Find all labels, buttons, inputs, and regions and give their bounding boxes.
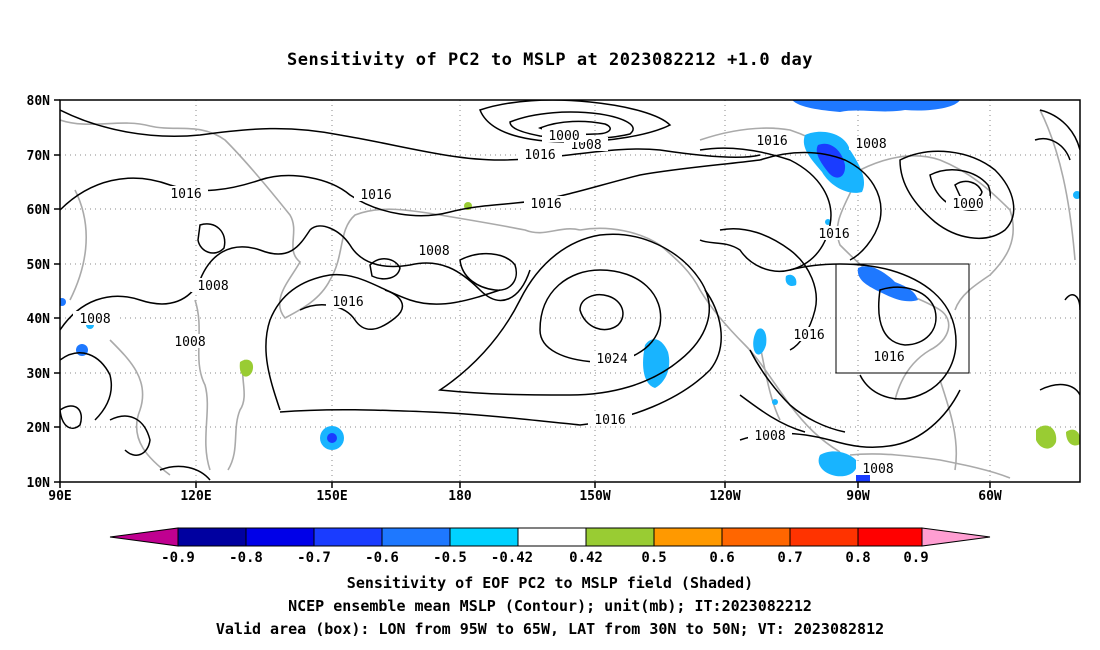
colorbar-label: 0.9 xyxy=(903,550,928,566)
colorbar-label: -0.9 xyxy=(161,550,195,566)
lat-label: 80N xyxy=(27,94,51,109)
contour-label: 1008 xyxy=(418,244,449,259)
contour-label: 1008 xyxy=(197,279,228,294)
colorbar-label: 0.6 xyxy=(709,550,734,566)
contour-label: 1016 xyxy=(170,187,201,202)
contour-label: 1016 xyxy=(530,197,561,212)
colorbar-label: -0.42 xyxy=(491,550,533,566)
lon-tick-labels: 90E 120E 150E 180 150W 120W 90W 60W xyxy=(48,489,1002,504)
caption-line-2: NCEP ensemble mean MSLP (Contour); unit(… xyxy=(288,597,812,615)
contour-label: 1016 xyxy=(524,148,555,163)
colorbar-label: 0.5 xyxy=(641,550,666,566)
shade-arctic-blue xyxy=(792,100,960,112)
lat-label: 10N xyxy=(27,476,51,491)
caption-line-1: Sensitivity of EOF PC2 to MSLP field (Sh… xyxy=(346,574,754,592)
shade-pacific xyxy=(643,339,670,388)
contour-label: 1008 xyxy=(79,312,110,327)
lat-label: 60N xyxy=(27,203,51,218)
valid-area-box xyxy=(835,263,970,374)
colorbar-label: 0.8 xyxy=(845,550,870,566)
contour-label: 1016 xyxy=(793,328,824,343)
shade-great-lakes xyxy=(857,266,918,302)
colorbar-left-arrow xyxy=(109,527,179,547)
lat-tick-labels: 80N 70N 60N 50N 40N 30N 20N 10N xyxy=(27,94,51,491)
lat-label: 20N xyxy=(27,421,51,436)
contour-label: 1016 xyxy=(360,188,391,203)
colorbar-label: 0.42 xyxy=(569,550,603,566)
lon-label: 120W xyxy=(709,489,740,504)
shade-gulf xyxy=(818,451,857,477)
contour-label: 1016 xyxy=(756,134,787,149)
colorbar-label: 0.7 xyxy=(777,550,802,566)
lon-label: 90W xyxy=(846,489,870,504)
shade-hudson-core xyxy=(816,143,846,178)
lat-label: 50N xyxy=(27,258,51,273)
contour-label: 1016 xyxy=(818,227,849,242)
lat-label: 70N xyxy=(27,149,51,164)
contour-label: 1008 xyxy=(174,335,205,350)
contour-label: 1008 xyxy=(754,429,785,444)
contour-labels: 1016 1008 1016 1016 1008 1008 1008 1016 … xyxy=(73,128,990,477)
lon-label: 120E xyxy=(180,489,211,504)
contour-label: 1000 xyxy=(952,197,983,212)
lon-label: 150W xyxy=(579,489,610,504)
colorbar: -0.9 -0.8 -0.7 -0.6 -0.5 -0.42 0.42 0.5 … xyxy=(109,527,991,566)
lat-label: 30N xyxy=(27,367,51,382)
lon-label: 150E xyxy=(316,489,347,504)
colorbar-label: -0.8 xyxy=(229,550,263,566)
lon-label: 90E xyxy=(48,489,71,504)
lon-label: 60W xyxy=(978,489,1002,504)
shade-green-taiwan xyxy=(239,359,254,377)
colorbar-label: -0.5 xyxy=(433,550,467,566)
contour-label: 1000 xyxy=(548,129,579,144)
colorbar-label: -0.7 xyxy=(297,550,331,566)
lon-label: 180 xyxy=(448,489,472,504)
contour-label: 1008 xyxy=(862,462,893,477)
caption-line-3: Valid area (box): LON from 95W to 65W, L… xyxy=(215,620,885,638)
contour-label: 1016 xyxy=(594,413,625,428)
colorbar-label: -0.6 xyxy=(365,550,399,566)
shade-baja xyxy=(753,328,767,355)
contour-label: 1008 xyxy=(855,137,886,152)
shade-small-west xyxy=(785,274,797,286)
lat-label: 40N xyxy=(27,312,51,327)
sensitivity-shading xyxy=(60,100,1080,482)
colorbar-right-arrow xyxy=(921,527,991,547)
map-frame xyxy=(59,99,1081,483)
contour-label: 1016 xyxy=(873,350,904,365)
chart-title: Sensitivity of PC2 to MSLP at 2023082212… xyxy=(286,50,813,70)
contour-label: 1016 xyxy=(332,295,363,310)
mslp-contours xyxy=(60,100,1080,481)
shade-green-atlantic xyxy=(1036,425,1057,449)
tick-marks xyxy=(54,99,991,488)
contour-label: 1024 xyxy=(596,352,627,367)
